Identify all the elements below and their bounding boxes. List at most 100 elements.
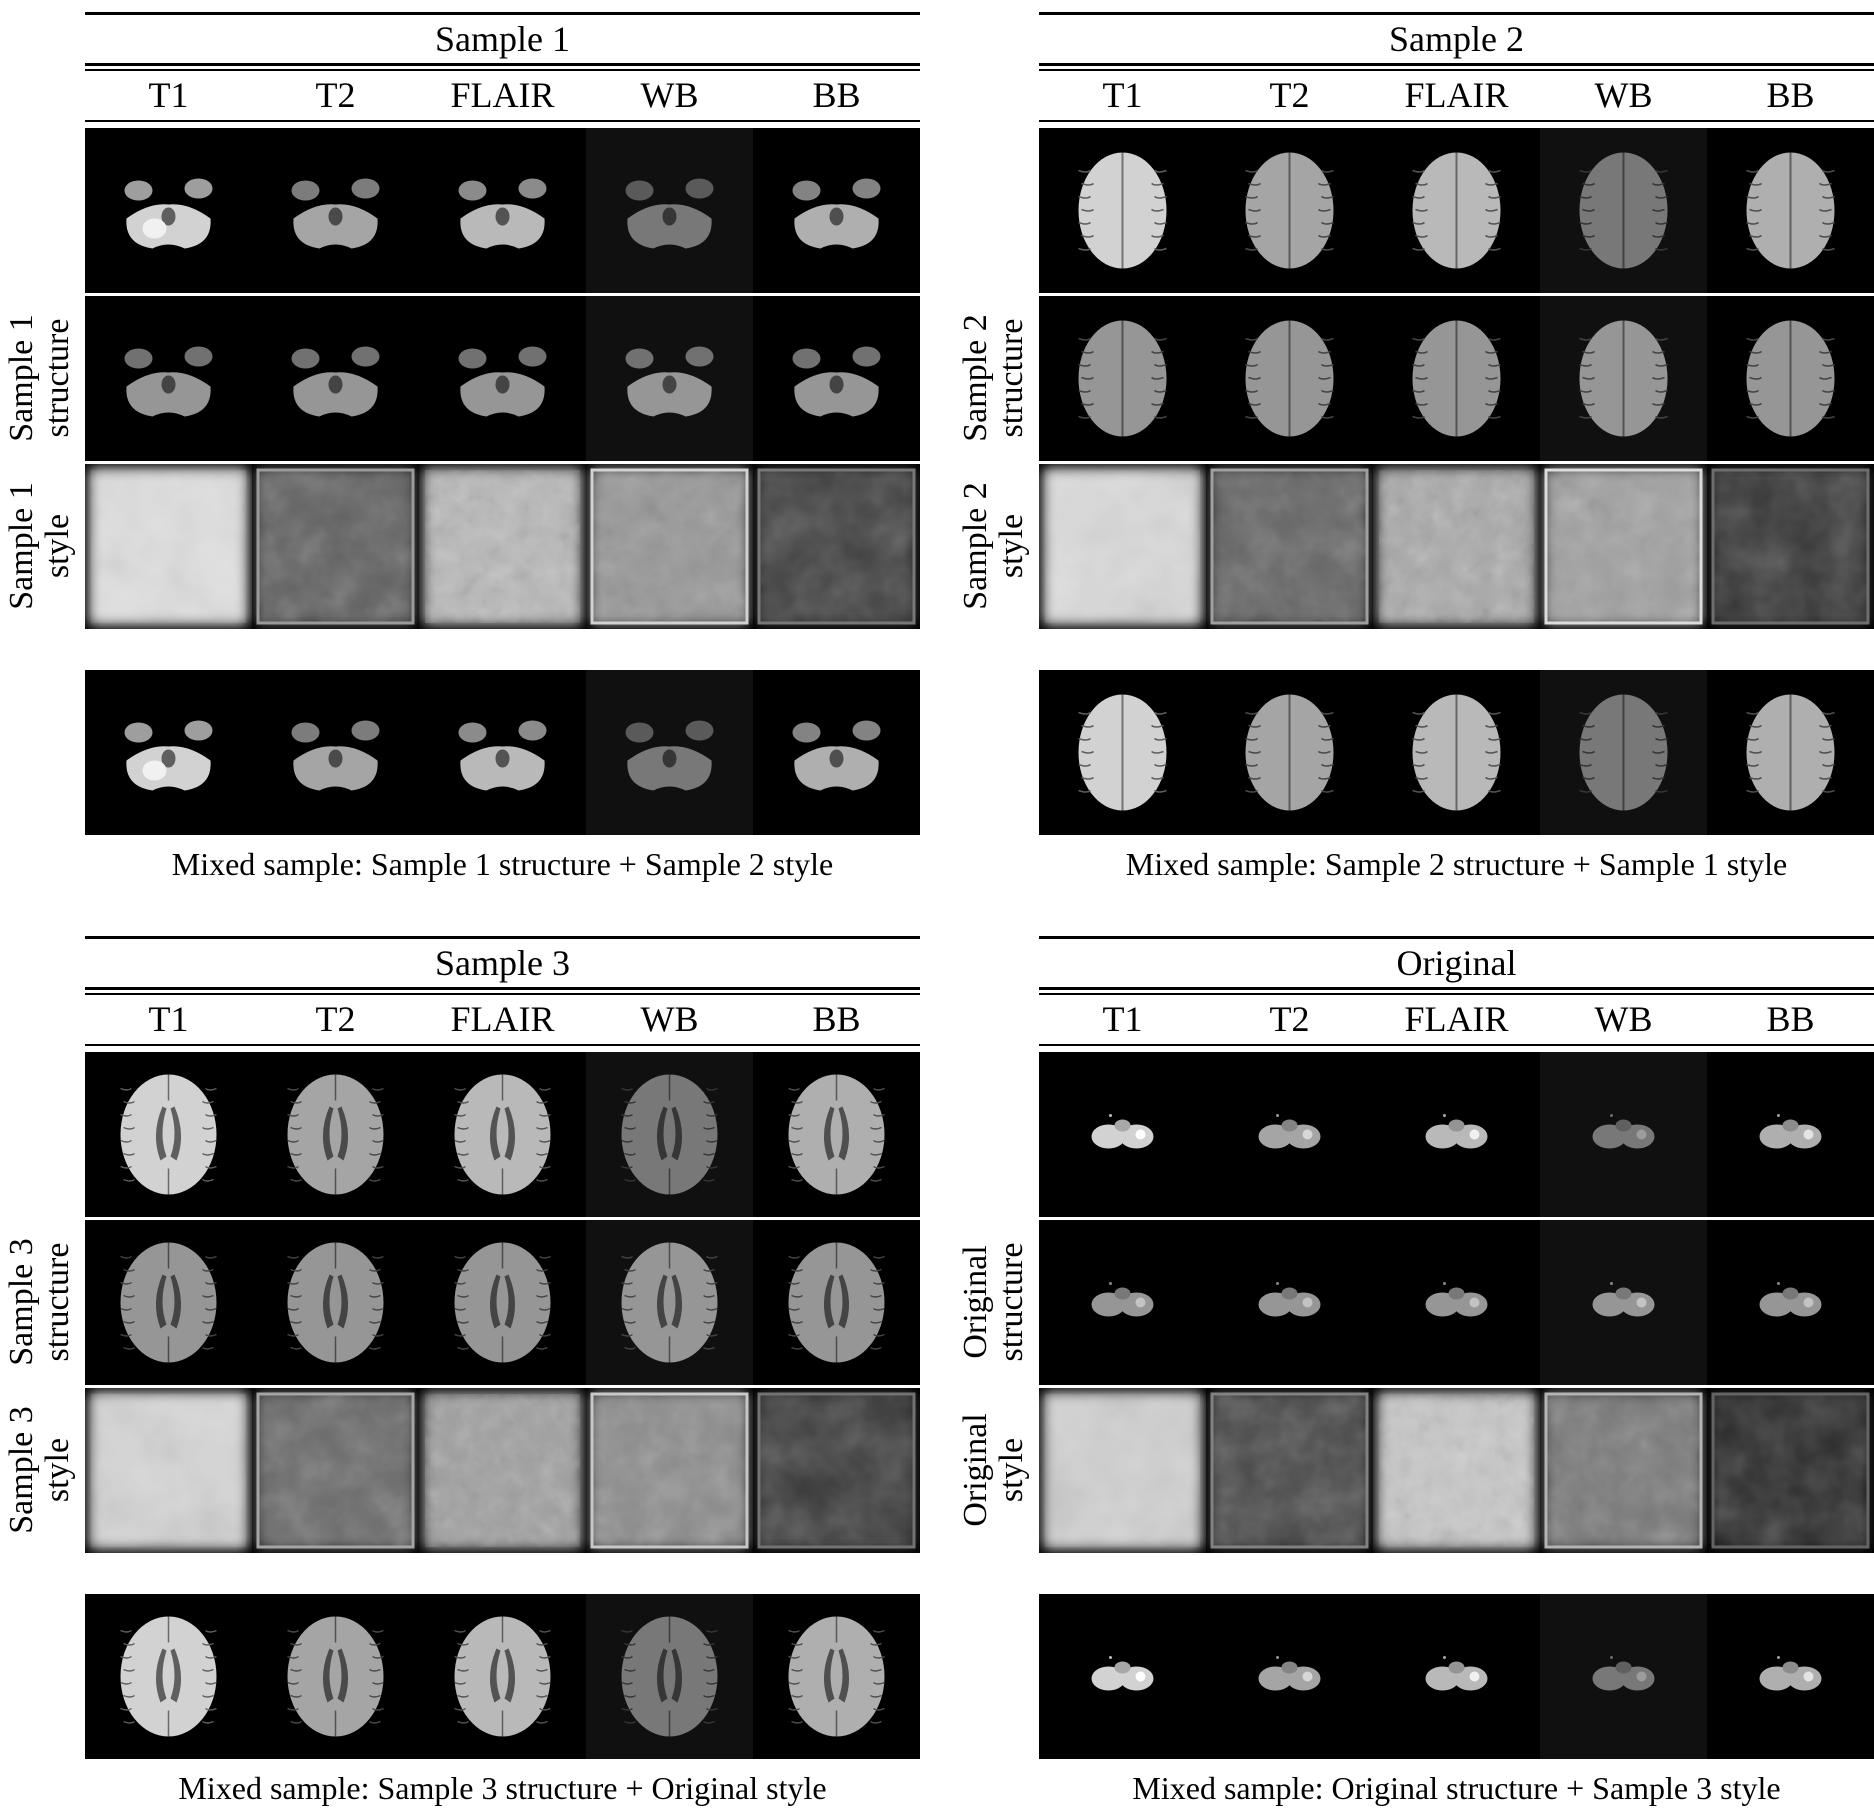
style-row bbox=[85, 464, 920, 629]
mri-slice-flair bbox=[1373, 1594, 1540, 1759]
mri-slice-t1 bbox=[1039, 670, 1206, 835]
mri-slice-flair bbox=[419, 1220, 586, 1385]
mri-slice-t1 bbox=[1039, 1388, 1206, 1553]
row-label-style: Sample 3 style bbox=[3, 1406, 76, 1534]
mri-slice-wb bbox=[1540, 464, 1707, 629]
mri-slice-t1 bbox=[85, 670, 252, 835]
mri-slice-flair bbox=[1373, 1052, 1540, 1217]
source-row bbox=[1039, 1052, 1874, 1217]
mri-slice-bb bbox=[753, 464, 920, 629]
col-header-flair: FLAIR bbox=[1404, 75, 1509, 115]
col-header-t2: T2 bbox=[315, 75, 356, 115]
mri-slice-wb bbox=[1540, 296, 1707, 461]
mri-slice-t2 bbox=[252, 1594, 419, 1759]
mri-slice-t2 bbox=[1206, 296, 1373, 461]
mri-slice-t2 bbox=[1206, 1052, 1373, 1217]
title-rule bbox=[85, 63, 920, 66]
row-label-structure: Original structure bbox=[957, 1242, 1030, 1362]
mri-slice-bb bbox=[1707, 1220, 1874, 1385]
mri-slice-t2 bbox=[1206, 464, 1373, 629]
mri-slice-wb bbox=[586, 464, 753, 629]
col-header-bb: BB bbox=[812, 999, 861, 1039]
mri-slice-t2 bbox=[252, 464, 419, 629]
row-label-structure: Sample 1 structure bbox=[3, 314, 76, 442]
col-header-t2: T2 bbox=[315, 999, 356, 1039]
col-header-t1: T1 bbox=[1102, 75, 1143, 115]
col-header-bb: BB bbox=[1766, 999, 1815, 1039]
mri-slice-bb bbox=[1707, 670, 1874, 835]
mri-slice-t1 bbox=[1039, 1220, 1206, 1385]
title-rule-thin bbox=[85, 993, 920, 995]
mri-slice-bb bbox=[753, 1594, 920, 1759]
col-header-bb: BB bbox=[1766, 75, 1815, 115]
structure-row bbox=[85, 296, 920, 461]
mri-slice-t1 bbox=[85, 464, 252, 629]
mri-slice-flair bbox=[1373, 296, 1540, 461]
col-header-bb: BB bbox=[812, 75, 861, 115]
mri-slice-t2 bbox=[252, 296, 419, 461]
mri-slice-t2 bbox=[1206, 1388, 1373, 1553]
mri-slice-flair bbox=[1373, 670, 1540, 835]
source-row bbox=[1039, 128, 1874, 293]
col-header-t2: T2 bbox=[1269, 75, 1310, 115]
mri-slice-t1 bbox=[85, 128, 252, 293]
top-rule bbox=[85, 12, 920, 15]
mri-slice-bb bbox=[753, 128, 920, 293]
title-rule-thin bbox=[85, 69, 920, 71]
mri-slice-t2 bbox=[1206, 1594, 1373, 1759]
title-rule bbox=[1039, 987, 1874, 990]
top-rule bbox=[1039, 12, 1874, 15]
panel-caption: Mixed sample: Original structure + Sampl… bbox=[1132, 1770, 1781, 1806]
mri-slice-t2 bbox=[252, 128, 419, 293]
col-header-t2: T2 bbox=[1269, 999, 1310, 1039]
mri-slice-bb bbox=[1707, 1052, 1874, 1217]
mri-slice-t1 bbox=[1039, 1052, 1206, 1217]
mri-slice-flair bbox=[419, 1052, 586, 1217]
mri-slice-bb bbox=[753, 1052, 920, 1217]
col-header-t1: T1 bbox=[1102, 999, 1143, 1039]
mri-slice-flair bbox=[1373, 128, 1540, 293]
title-rule bbox=[85, 987, 920, 990]
mri-slice-flair bbox=[419, 128, 586, 293]
mri-slice-t2 bbox=[252, 1052, 419, 1217]
header-rule bbox=[85, 1044, 920, 1046]
panel-title: Sample 2 bbox=[1389, 19, 1524, 59]
col-header-t1: T1 bbox=[148, 999, 189, 1039]
col-header-flair: FLAIR bbox=[1404, 999, 1509, 1039]
mri-slice-flair bbox=[419, 464, 586, 629]
mri-slice-bb bbox=[1707, 464, 1874, 629]
panel-title: Sample 3 bbox=[435, 943, 570, 983]
col-header-wb: WB bbox=[640, 999, 699, 1039]
mri-slice-t2 bbox=[1206, 670, 1373, 835]
mri-slice-t1 bbox=[1039, 464, 1206, 629]
header-rule bbox=[1039, 120, 1874, 122]
mri-slice-wb bbox=[1540, 670, 1707, 835]
mri-slice-wb bbox=[586, 1594, 753, 1759]
mixed-row bbox=[1039, 1594, 1874, 1759]
mri-slice-t1 bbox=[85, 1220, 252, 1385]
mri-slice-flair bbox=[1373, 464, 1540, 629]
panel-caption: Mixed sample: Sample 2 structure + Sampl… bbox=[1125, 846, 1788, 882]
panel-caption: Mixed sample: Sample 1 structure + Sampl… bbox=[171, 846, 834, 882]
mri-slice-t1 bbox=[85, 1388, 252, 1553]
mri-slice-wb bbox=[586, 670, 753, 835]
mri-slice-t2 bbox=[1206, 128, 1373, 293]
row-label-structure: Sample 2 structure bbox=[957, 314, 1030, 442]
source-row bbox=[85, 1052, 920, 1217]
style-row bbox=[1039, 464, 1874, 629]
structure-row bbox=[85, 1220, 920, 1385]
style-row bbox=[85, 1388, 920, 1553]
mri-slice-t1 bbox=[85, 296, 252, 461]
mri-slice-flair bbox=[419, 296, 586, 461]
mri-slice-bb bbox=[1707, 296, 1874, 461]
style-row bbox=[1039, 1388, 1874, 1553]
title-rule-thin bbox=[1039, 69, 1874, 71]
mri-slice-bb bbox=[1707, 128, 1874, 293]
mri-slice-bb bbox=[753, 670, 920, 835]
mixed-row bbox=[85, 670, 920, 835]
structure-row bbox=[1039, 296, 1874, 461]
top-rule bbox=[85, 936, 920, 939]
row-label-style: Sample 1 style bbox=[3, 482, 76, 610]
mixed-row bbox=[1039, 670, 1874, 835]
mri-slice-bb bbox=[753, 1388, 920, 1553]
